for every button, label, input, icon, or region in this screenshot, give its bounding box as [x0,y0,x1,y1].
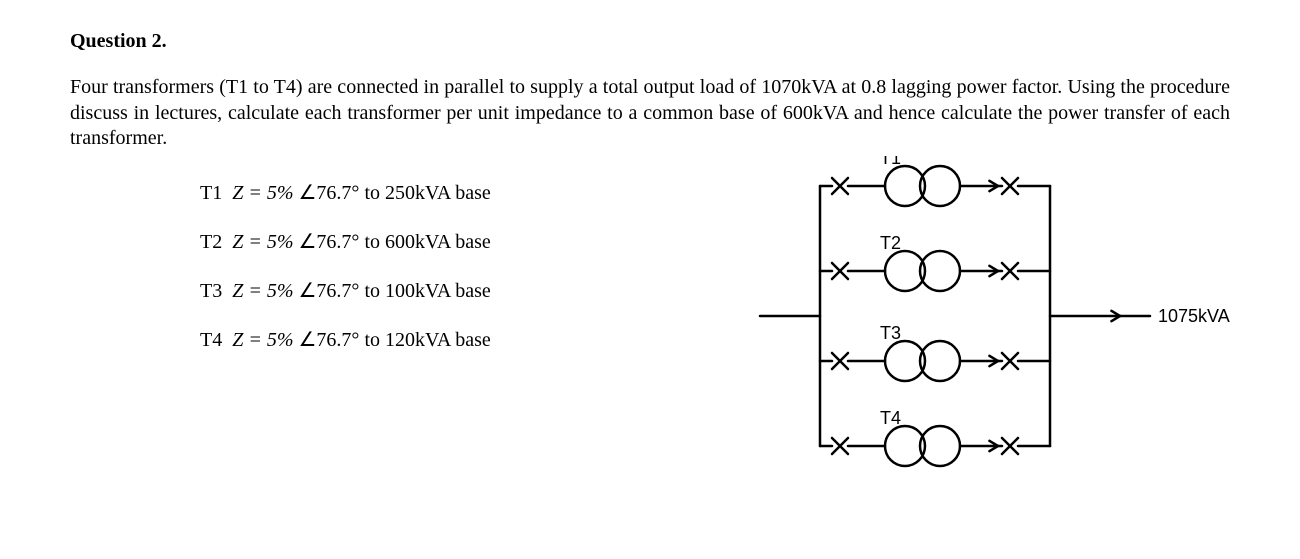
svg-text:1075kVA: 1075kVA [1158,306,1230,326]
eq-t3-label: T3 [200,280,222,302]
eq-t4: T4 Z = 5% ∠76.7° to 120kVA base [200,327,730,352]
eq-t2-tail: to 600kVA base [359,231,490,253]
content-row: T1 Z = 5% ∠76.7° to 250kVA base T2 Z = 5… [70,156,1230,476]
eq-t1-tail: to 250kVA base [359,182,490,204]
eq-t2: T2 Z = 5% ∠76.7° to 600kVA base [200,229,730,254]
eq-t3-tail: to 100kVA base [359,280,490,302]
eq-t4-z: Z = 5% [232,329,298,351]
eq-t4-angle: ∠76.7° [299,329,360,351]
eq-t3-z: Z = 5% [232,280,298,302]
eq-t3-angle: ∠76.7° [299,280,360,302]
eq-t1-angle: ∠76.7° [299,182,360,204]
eq-t3: T3 Z = 5% ∠76.7° to 100kVA base [200,278,730,303]
question-heading: Question 2. [70,30,1230,53]
svg-text:T2: T2 [880,233,901,253]
eq-t2-label: T2 [200,231,222,253]
transformer-diagram: 1075kVAT1T2T3T4 [740,156,1260,476]
eq-t2-angle: ∠76.7° [299,231,360,253]
svg-text:T3: T3 [880,323,901,343]
svg-text:T4: T4 [880,408,901,428]
diagram-column: 1075kVAT1T2T3T4 [740,156,1260,476]
eq-t4-label: T4 [200,329,222,351]
eq-t1-label: T1 [200,182,222,204]
eq-t1: T1 Z = 5% ∠76.7° to 250kVA base [200,180,730,205]
eq-t4-tail: to 120kVA base [359,329,490,351]
question-body: Four transformers (T1 to T4) are connect… [70,75,1230,152]
eq-t2-z: Z = 5% [232,231,298,253]
equation-column: T1 Z = 5% ∠76.7° to 250kVA base T2 Z = 5… [70,156,730,376]
eq-t1-z: Z = 5% [232,182,298,204]
